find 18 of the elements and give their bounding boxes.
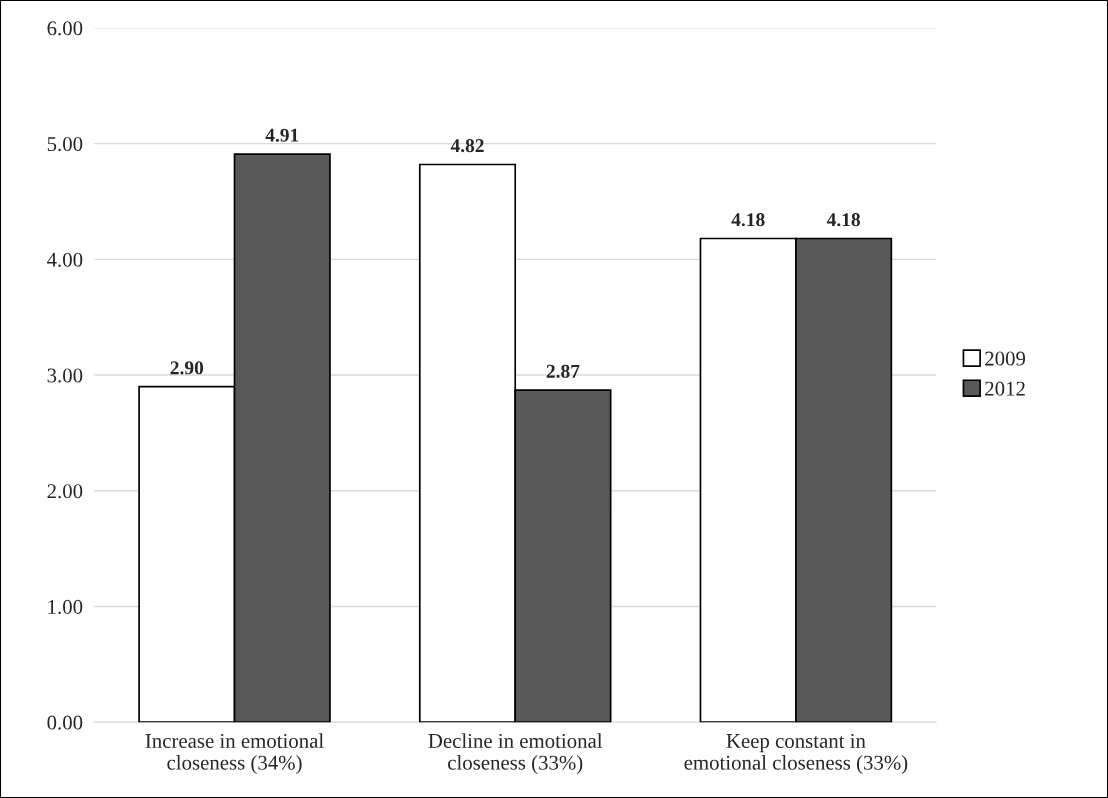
data-label: 4.91 [265,128,299,142]
data-label: 4.18 [731,213,765,227]
x-tick-label: Keep constant in emotional closeness (33%) [684,733,908,774]
y-tick-label: 1.00 [48,599,83,614]
legend-label: 2009 [985,351,1026,366]
y-tick-label: 3.00 [47,368,83,383]
data-label: 4.18 [826,213,860,227]
data-label: 4.82 [450,139,484,153]
data-label: 2.87 [546,364,580,378]
y-tick-label: 5.00 [47,137,83,152]
x-tick-label: Decline in emotional closeness (33%) [428,733,603,774]
x-tick-label: Increase in emotional closeness (34%) [145,733,324,774]
y-tick-label: 2.00 [47,484,83,499]
legend-label: 2012 [985,381,1025,396]
data-label: 2.90 [170,361,204,375]
y-tick-label: 6.00 [47,21,83,36]
y-tick-label: 0.00 [47,715,83,730]
y-tick-label: 4.00 [47,252,83,267]
